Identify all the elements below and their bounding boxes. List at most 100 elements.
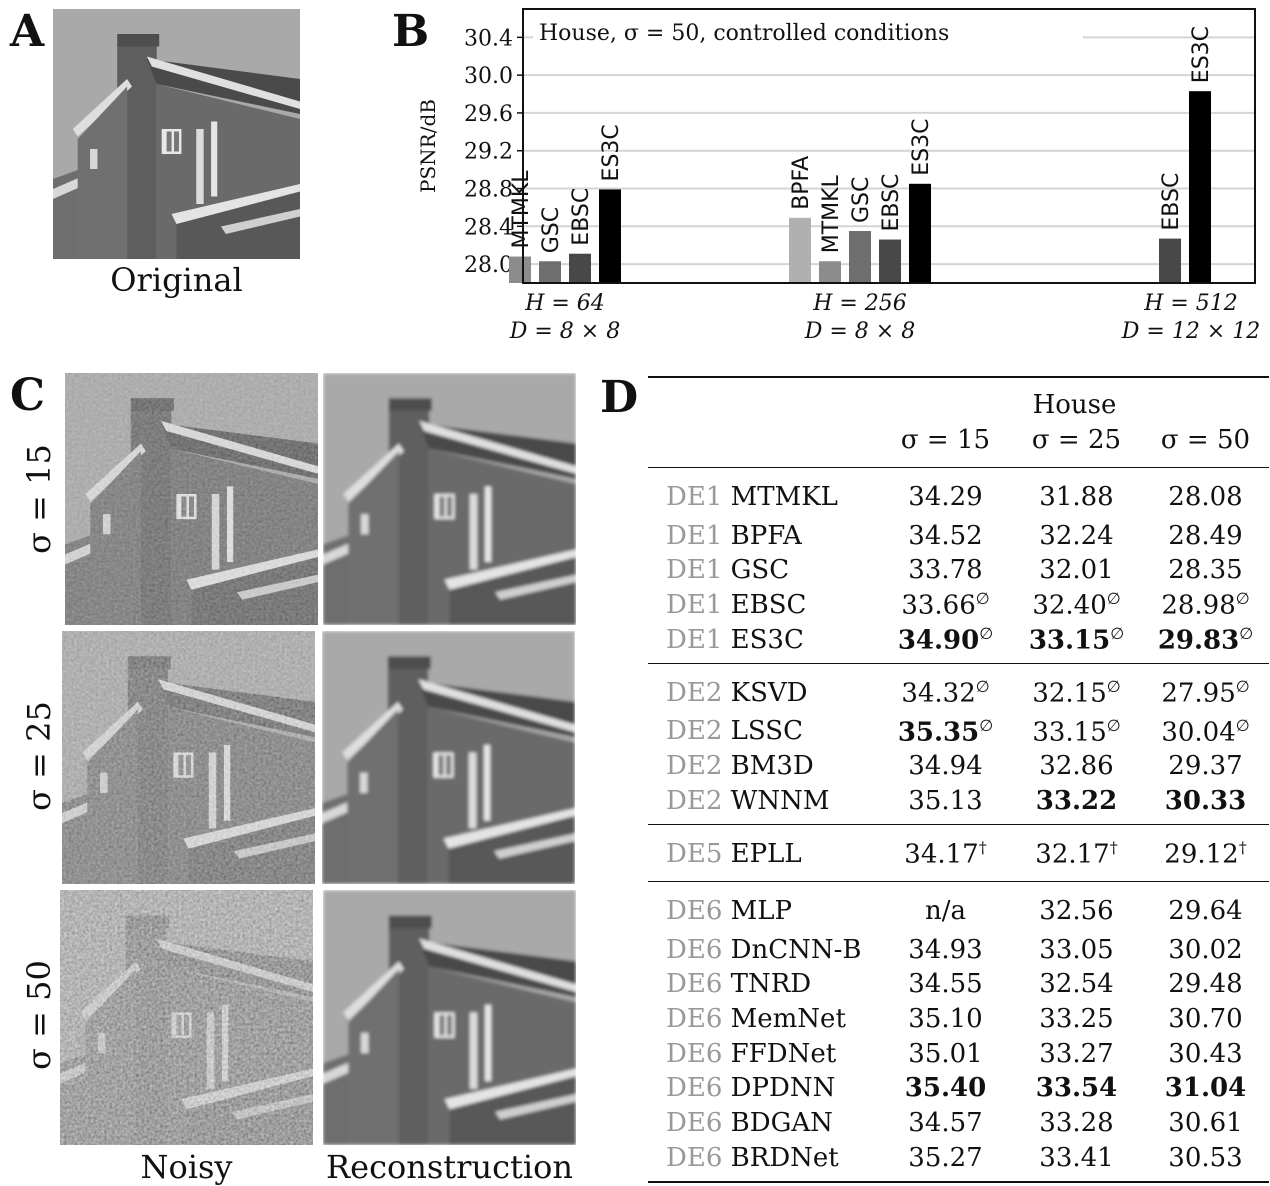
psnr-cell: 35.40 [880, 1071, 1011, 1106]
psnr-value: 33.15 [1032, 717, 1107, 748]
psnr-value: 33.25 [1039, 1003, 1114, 1034]
table-row: DE6 BDGAN 34.57 33.28 30.61 [648, 1106, 1269, 1141]
method-cell: DE6 MemNet [648, 1002, 880, 1037]
method-category: DE1 [666, 624, 723, 655]
psnr-value: 33.22 [1035, 785, 1118, 816]
footnote-marker: † [978, 838, 987, 858]
psnr-value: 34.90 [897, 625, 980, 656]
psnr-value: 29.64 [1168, 896, 1243, 927]
psnr-value: 29.48 [1168, 969, 1243, 1000]
method-category: DE6 [666, 896, 723, 927]
method-category: DE1 [666, 520, 723, 551]
bar-es3c [599, 189, 621, 283]
psnr-value: n/a [924, 896, 966, 927]
psnr-cell: 34.94 [880, 749, 1011, 784]
psnr-value: 33.28 [1039, 1107, 1114, 1138]
bar-mtmkl [509, 256, 531, 283]
psnr-value: 34.32 [901, 678, 976, 709]
psnr-value: 30.61 [1168, 1107, 1243, 1138]
original-caption: Original [110, 261, 243, 299]
method-name: EBSC [722, 590, 807, 621]
method-category: DE2 [666, 678, 723, 709]
table-header-house: House [1032, 390, 1117, 421]
psnr-value: 30.70 [1168, 1003, 1243, 1034]
method-cell: DE1 BPFA [648, 518, 880, 553]
reconstruction-image-sigma-15 [323, 373, 576, 625]
method-name: MemNet [722, 1003, 846, 1034]
psnr-cell: 33.41 [1011, 1140, 1142, 1182]
panel-letter-b: B [392, 6, 430, 57]
table-header-spacer [648, 377, 880, 423]
y-tick-label: 30.4 [464, 26, 513, 51]
psnr-cell: 32.17† [1011, 825, 1142, 882]
method-cell: DE5 EPLL [648, 825, 880, 882]
bar-es3c [1189, 91, 1211, 283]
table-row: DE5 EPLL 34.17† 32.17† 29.12† [648, 824, 1269, 882]
footnote-marker: ∅ [975, 589, 990, 609]
method-cell: DE1 EBSC [648, 588, 880, 623]
psnr-cell: 32.24 [1011, 518, 1142, 553]
psnr-cell: n/a [880, 882, 1011, 933]
method-name: BPFA [722, 520, 802, 551]
psnr-cell: 33.05 [1011, 932, 1142, 967]
method-category: DE1 [666, 590, 723, 621]
footnote-marker: ∅ [1239, 623, 1254, 643]
method-name: FFDNet [722, 1038, 837, 1069]
footnote-marker: ∅ [1110, 623, 1125, 643]
bar-label: MTMKL [819, 174, 844, 253]
psnr-value: 35.10 [908, 1003, 983, 1034]
psnr-value: 29.12 [1164, 840, 1239, 871]
method-name: MTMKL [722, 482, 838, 513]
psnr-value: 33.54 [1035, 1073, 1118, 1104]
reconstruction-image-sigma-50 [323, 890, 576, 1145]
psnr-value: 35.01 [908, 1038, 983, 1069]
table-row: DE1 ES3C 34.90∅ 33.15∅ 29.83∅ [648, 622, 1269, 663]
method-cell: DE6 DnCNN-B [648, 932, 880, 967]
method-name: WNNM [722, 785, 830, 816]
method-category: DE6 [666, 1038, 723, 1069]
psnr-value: 33.41 [1039, 1142, 1114, 1173]
original-image [53, 9, 300, 259]
table-row: DE6 DnCNN-B 34.93 33.05 30.02 [648, 932, 1269, 967]
table-row: DE6 BRDNet 35.27 33.41 30.53 [648, 1140, 1269, 1182]
method-cell: DE1 GSC [648, 553, 880, 588]
column-header-sigma-15: σ = 15 [900, 425, 991, 456]
method-category: DE2 [666, 716, 723, 747]
psnr-cell: 34.32∅ [880, 664, 1011, 715]
footnote-marker: † [1238, 838, 1247, 858]
psnr-cell: 31.04 [1142, 1071, 1269, 1106]
psnr-cell: 29.83∅ [1142, 622, 1269, 663]
method-cell: DE2 LSSC [648, 714, 880, 749]
method-category: DE6 [666, 1107, 723, 1138]
psnr-cell: 34.17† [880, 825, 1011, 882]
psnr-value: 34.94 [908, 751, 983, 782]
psnr-value: 32.17 [1035, 840, 1110, 871]
method-category: DE6 [666, 1142, 723, 1173]
noisy-image-sigma-25 [62, 631, 315, 884]
psnr-value: 30.43 [1168, 1038, 1243, 1069]
reconstruction-image-sigma-25 [322, 631, 575, 884]
y-tick-label: 28.0 [464, 253, 513, 278]
psnr-cell: 35.27 [880, 1140, 1011, 1182]
psnr-value: 34.17 [904, 840, 979, 871]
table-row: DE2 WNNM 35.13 33.22 30.33 [648, 784, 1269, 825]
psnr-value: 28.35 [1168, 555, 1243, 586]
psnr-cell: 32.01 [1011, 553, 1142, 588]
psnr-value: 33.27 [1039, 1038, 1114, 1069]
x-label-h: H = 64 [524, 291, 605, 316]
method-name: ES3C [722, 624, 804, 655]
psnr-cell: 34.57 [880, 1106, 1011, 1141]
psnr-value: 33.05 [1039, 934, 1114, 965]
title-background [533, 15, 1083, 49]
psnr-value: 31.88 [1039, 482, 1114, 513]
x-label-h: H = 512 [1143, 291, 1238, 316]
method-category: DE5 [666, 839, 723, 870]
method-name: BRDNet [722, 1142, 839, 1173]
psnr-value: 30.33 [1164, 785, 1247, 816]
psnr-value: 29.83 [1157, 625, 1240, 656]
bar-label: EBSC [569, 188, 594, 246]
y-tick-label: 28.8 [464, 178, 513, 203]
psnr-cell: 28.08 [1142, 468, 1269, 519]
psnr-value: 32.86 [1039, 751, 1114, 782]
footnote-marker: ∅ [975, 677, 990, 697]
